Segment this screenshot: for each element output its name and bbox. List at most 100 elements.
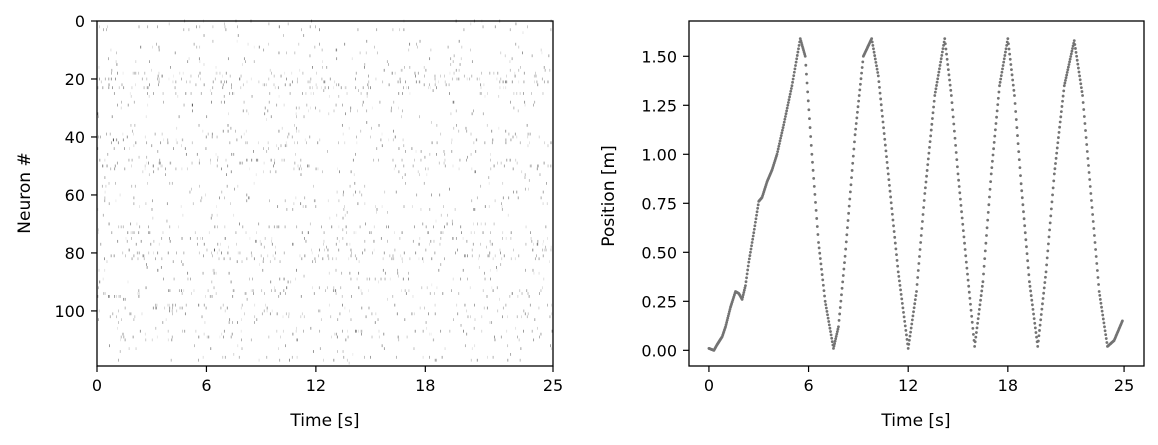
position-point — [1050, 200, 1054, 204]
position-point — [903, 324, 907, 328]
position-point — [1081, 101, 1085, 104]
position-point — [807, 108, 811, 112]
position-point — [979, 298, 982, 302]
position-point — [794, 60, 798, 64]
position-point — [1073, 43, 1077, 46]
position-point — [892, 230, 896, 233]
position-point — [964, 254, 968, 258]
position-point — [856, 105, 860, 109]
position-point — [1068, 57, 1072, 61]
position-point — [995, 115, 998, 119]
position-point — [979, 294, 983, 297]
position-point — [1059, 110, 1063, 114]
position-point — [883, 137, 887, 141]
position-point — [754, 217, 758, 221]
position-point — [897, 275, 901, 278]
position-point — [1036, 345, 1040, 348]
position-point — [835, 332, 839, 336]
position-point — [1055, 146, 1059, 150]
position-point — [1105, 341, 1109, 344]
position-point — [975, 331, 978, 334]
position-point — [898, 284, 902, 287]
position-point — [1054, 162, 1057, 165]
position-point — [789, 89, 793, 93]
position-point — [994, 122, 998, 125]
position-point — [746, 268, 750, 272]
raster-plot: 0 6 12 18 25 0 20 40 60 80 100 Time [s] Neuron # — [15, 12, 563, 431]
position-point — [1095, 269, 1099, 272]
position-point — [795, 54, 799, 57]
position-point — [905, 333, 908, 337]
position-y-tick-label: 1.50 — [641, 47, 677, 66]
position-point — [728, 310, 731, 313]
position-point — [913, 298, 917, 302]
position-point — [1062, 84, 1066, 88]
position-point — [915, 283, 919, 286]
position-point — [998, 80, 1002, 84]
position-point — [983, 257, 987, 261]
position-point — [908, 334, 912, 338]
position-point — [964, 260, 968, 264]
position-point — [1038, 323, 1042, 327]
position-point — [806, 99, 810, 103]
position-point — [1013, 94, 1016, 97]
position-point — [814, 209, 818, 212]
position-point — [978, 303, 982, 307]
position-point — [935, 84, 938, 87]
position-point — [980, 289, 984, 293]
position-point — [1090, 206, 1094, 209]
position-point — [1034, 331, 1038, 334]
position-point — [986, 211, 990, 214]
position-point — [809, 135, 813, 138]
position-point — [861, 60, 865, 64]
position-point — [745, 276, 748, 280]
position-point — [1007, 47, 1011, 51]
position-point — [1013, 102, 1017, 105]
position-point — [1032, 317, 1036, 321]
raster-y-tick-label: 60 — [65, 186, 85, 205]
position-point — [987, 203, 991, 207]
position-point — [992, 140, 996, 144]
position-point — [1055, 151, 1059, 155]
position-point — [1074, 47, 1077, 50]
position-point — [1059, 115, 1063, 119]
position-point — [746, 264, 750, 268]
position-point — [918, 248, 922, 251]
position-point — [931, 111, 935, 115]
position-point — [787, 101, 790, 104]
position-y-ticks: 0.00 0.25 0.50 0.75 1.00 1.25 1.50 — [641, 47, 689, 360]
position-point — [1094, 255, 1098, 258]
position-point — [916, 276, 920, 279]
position-point — [1087, 164, 1090, 167]
position-point — [1084, 136, 1088, 139]
position-point — [907, 338, 911, 342]
position-point — [902, 315, 906, 319]
position-point — [882, 132, 886, 135]
position-point — [812, 176, 816, 180]
position-point — [933, 90, 937, 94]
position-point — [1058, 120, 1062, 124]
position-point — [1045, 256, 1049, 260]
position-point — [989, 172, 993, 176]
position-point — [794, 64, 797, 67]
position-point — [1053, 167, 1057, 171]
position-point — [1090, 199, 1093, 202]
position-point — [870, 37, 874, 41]
position-point — [936, 74, 940, 77]
position-point — [1091, 213, 1095, 216]
position-point — [916, 269, 920, 272]
position-point — [755, 213, 758, 217]
position-point — [1032, 312, 1035, 316]
position-point — [1052, 179, 1056, 183]
position-point — [961, 229, 965, 233]
position-point — [754, 220, 757, 224]
position-point — [741, 293, 745, 297]
position-point — [1086, 157, 1090, 160]
position-point — [1072, 39, 1076, 42]
position-point — [1069, 55, 1073, 58]
position-point — [981, 280, 985, 284]
position-point — [1066, 65, 1070, 69]
position-point — [885, 155, 888, 159]
position-point — [811, 160, 814, 164]
position-point — [878, 91, 882, 95]
